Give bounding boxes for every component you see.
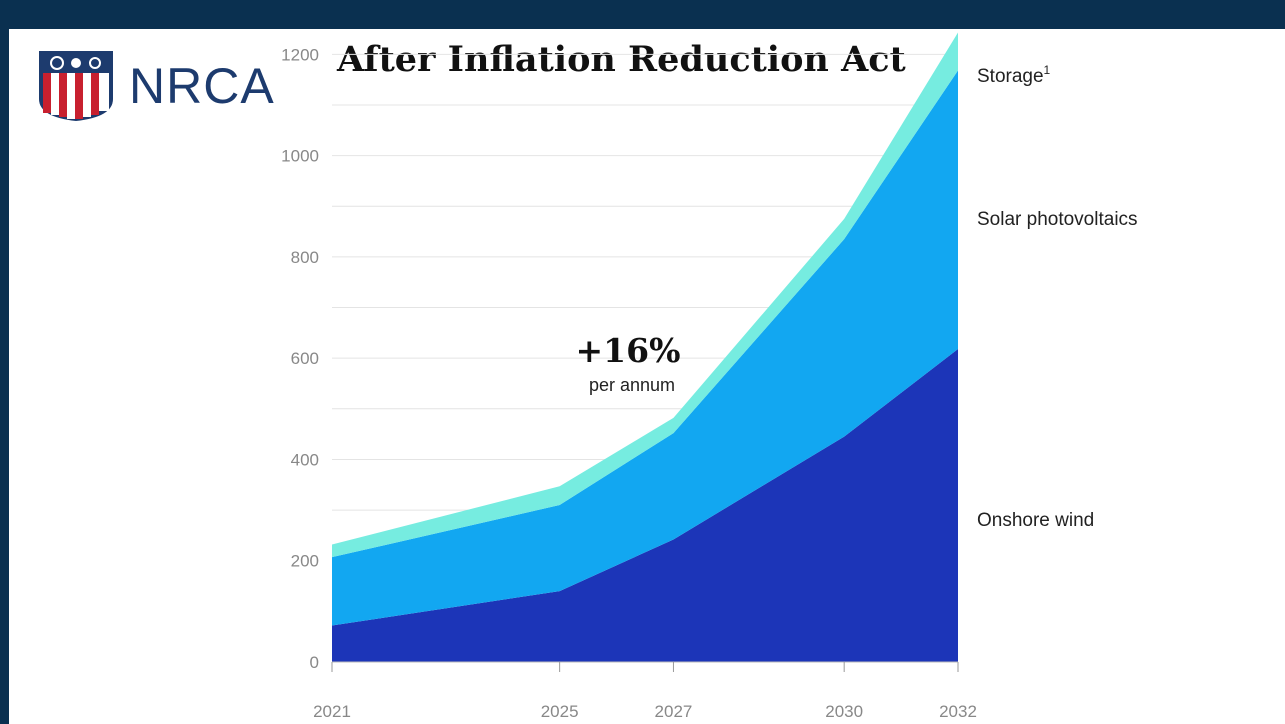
area-chart: 0 200 400 600 800 1000 1200 2021 2025 2027 2030 203… [281,32,1138,721]
y-tick-label: 200 [291,552,319,571]
y-tick-label: 0 [310,653,319,672]
slide: NRCA After Inflation Reduction Act 0 200 4… [9,29,1285,724]
x-tick-label: 2027 [655,702,693,721]
x-tick-label: 2032 [939,702,977,721]
growth-annotation-subtitle: per annum [589,375,675,395]
y-tick-label: 1000 [281,147,319,166]
y-tick-label: 1200 [281,45,319,64]
growth-annotation: +16% [576,331,681,370]
series-label: Storage1 [977,63,1051,87]
y-tick-label: 600 [291,349,319,368]
y-tick-label: 400 [291,450,319,469]
nrca-logo: NRCA [37,49,277,123]
series-label: Onshore wind [977,510,1094,531]
shield-icon [39,51,113,121]
x-tick-label: 2021 [313,702,351,721]
series-label: Solar photovoltaics [977,209,1138,230]
area-onshore-wind [332,349,958,662]
y-tick-label: 800 [291,248,319,267]
x-tick-label: 2025 [541,702,579,721]
x-tick-label: 2030 [825,702,863,721]
area-solar-photovoltaics [332,70,958,626]
chart-title: After Inflation Reduction Act [337,39,906,80]
logo-text: NRCA [129,58,275,114]
